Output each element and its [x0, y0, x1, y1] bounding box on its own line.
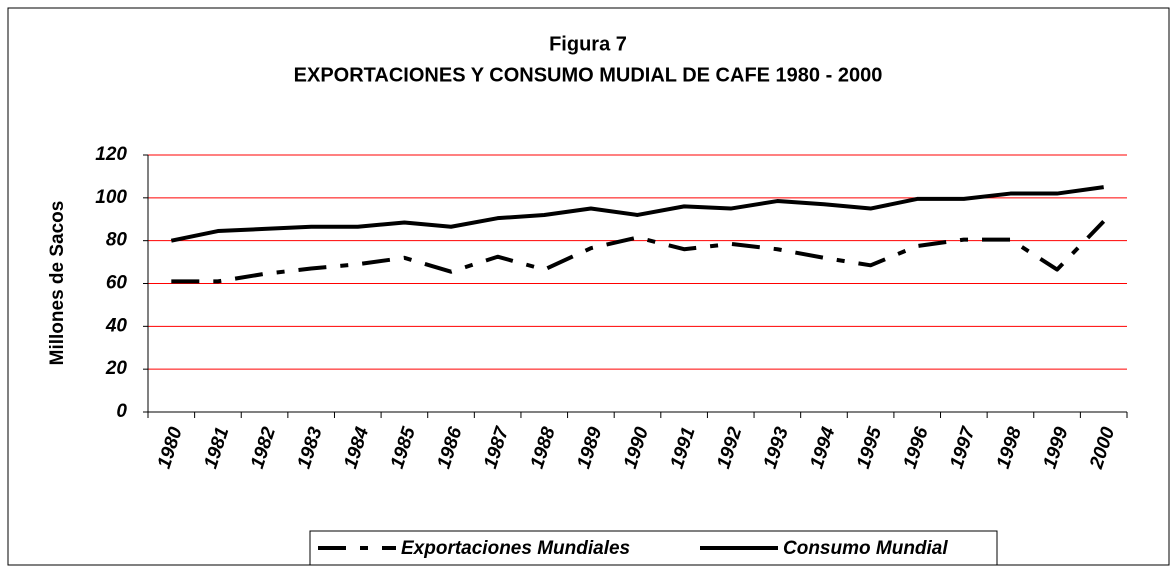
chart-frame: [7, 7, 1170, 566]
chart-title: Figura 7: [549, 33, 627, 55]
chart-subtitle: EXPORTACIONES Y CONSUMO MUDIAL DE CAFE 1…: [294, 64, 883, 86]
y-tick-label: 40: [105, 315, 128, 336]
legend-label: Exportaciones Mundiales: [401, 538, 630, 559]
y-axis-label: Millones de Sacos: [47, 201, 68, 366]
legend-label: Consumo Mundial: [783, 538, 948, 559]
y-tick-label: 120: [95, 144, 127, 165]
y-tick-label: 20: [105, 358, 128, 379]
y-tick-label: 60: [106, 273, 128, 294]
y-tick-label: 100: [95, 187, 127, 208]
y-tick-label: 80: [106, 230, 128, 251]
legend-box: [309, 530, 998, 566]
y-tick-label: 0: [116, 401, 127, 422]
line-series: [170, 185, 1104, 243]
